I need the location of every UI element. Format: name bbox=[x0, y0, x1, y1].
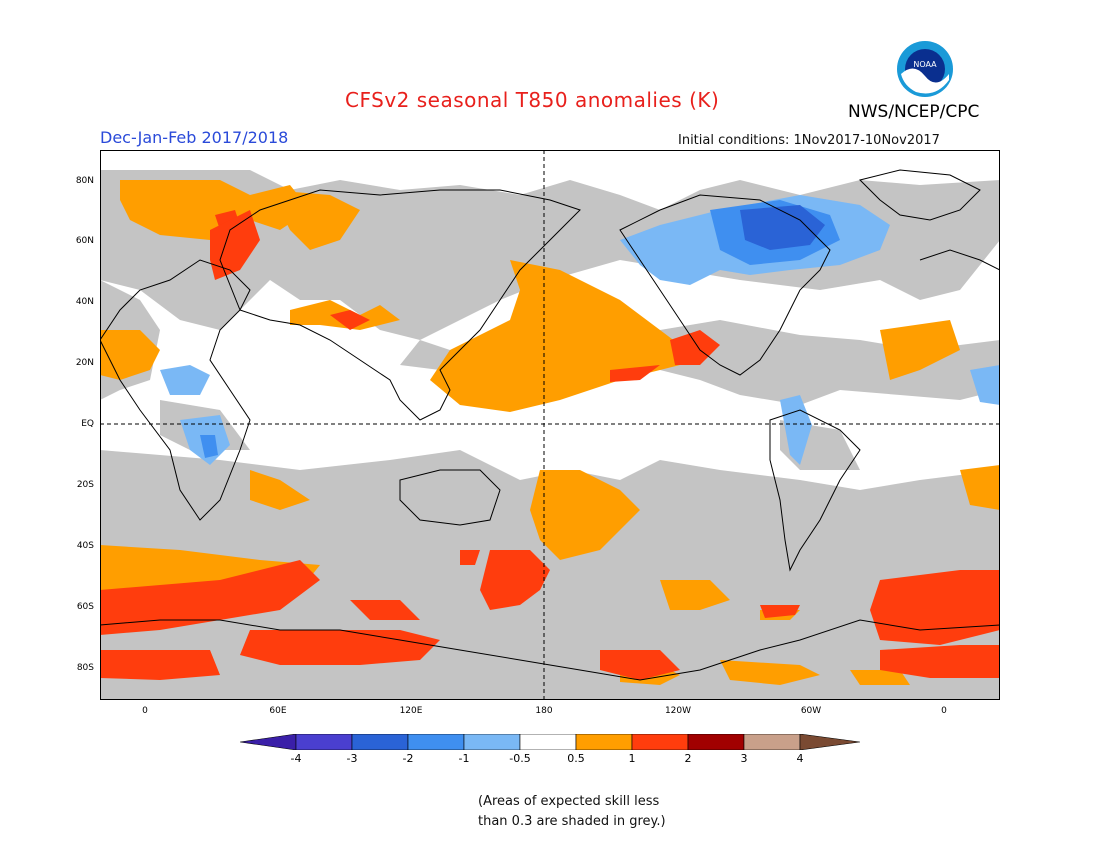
svg-text:NOAA: NOAA bbox=[913, 60, 937, 69]
lat-label: 60S bbox=[76, 602, 94, 612]
legend-label: 1 bbox=[628, 752, 636, 765]
lon-label: 120W bbox=[664, 706, 692, 716]
initial-conditions: Initial conditions: 1Nov2017-10Nov2017 bbox=[678, 133, 940, 148]
lat-label: 40N bbox=[75, 297, 94, 307]
color-legend bbox=[240, 734, 860, 750]
lat-label: EQ bbox=[81, 419, 94, 429]
lon-label: 120E bbox=[399, 706, 423, 716]
legend-arrow-right bbox=[799, 734, 860, 750]
lon-label: 180 bbox=[535, 706, 553, 716]
legend-label: 0.5 bbox=[567, 752, 585, 765]
lat-label: 60N bbox=[75, 236, 94, 246]
footnote-line: than 0.3 are shaded in grey.) bbox=[478, 814, 666, 829]
lon-label: 0 bbox=[142, 706, 148, 716]
lon-label: 60E bbox=[269, 706, 287, 716]
legend-swatch bbox=[351, 734, 409, 750]
legend-swatch bbox=[463, 734, 521, 750]
lon-label: 0 bbox=[941, 706, 947, 716]
legend-label: -2 bbox=[402, 752, 414, 765]
legend-swatch bbox=[407, 734, 465, 750]
lat-label: 80N bbox=[75, 176, 94, 186]
legend-swatch bbox=[687, 734, 745, 750]
lat-label: 20S bbox=[76, 480, 94, 490]
legend-label: -0.5 bbox=[509, 752, 531, 765]
legend-swatch bbox=[295, 734, 353, 750]
legend-swatch bbox=[631, 734, 689, 750]
lat-label: 80S bbox=[76, 663, 94, 673]
agency-label: NWS/NCEP/CPC bbox=[848, 102, 980, 122]
lat-label: 40S bbox=[76, 541, 94, 551]
forecast-period: Dec-Jan-Feb 2017/2018 bbox=[100, 128, 289, 147]
legend-swatch bbox=[743, 734, 801, 750]
cool-anomaly-areas bbox=[160, 195, 1000, 465]
noaa-logo: NOAA bbox=[897, 41, 953, 97]
strong-warm-anomaly-areas bbox=[100, 210, 1000, 680]
lat-label: 20N bbox=[75, 358, 94, 368]
legend-label: 3 bbox=[740, 752, 748, 765]
legend-swatch bbox=[519, 734, 577, 750]
anomaly-map bbox=[100, 150, 1000, 700]
legend-label: -1 bbox=[458, 752, 470, 765]
legend-label: -3 bbox=[346, 752, 358, 765]
coastlines bbox=[100, 169, 1000, 681]
skill-footnote: (Areas of expected skill less than 0.3 a… bbox=[478, 792, 666, 832]
footnote-line: (Areas of expected skill less bbox=[478, 794, 660, 809]
legend-label: 2 bbox=[684, 752, 692, 765]
legend-swatch bbox=[575, 734, 633, 750]
legend-label: 4 bbox=[796, 752, 804, 765]
legend-arrow-left bbox=[240, 734, 297, 750]
legend-label: -4 bbox=[290, 752, 302, 765]
lon-label: 60W bbox=[800, 706, 822, 716]
